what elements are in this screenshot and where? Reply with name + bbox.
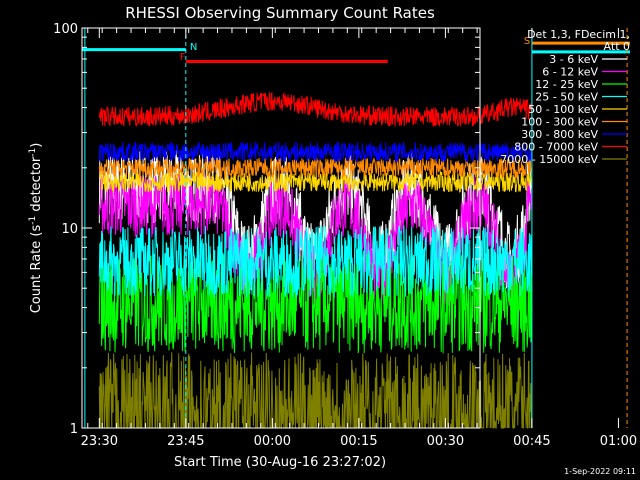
y-axis: 1 10 100 [53, 22, 480, 437]
legend-title-line1: Det 1,3, FDecim 1, [527, 28, 630, 41]
legend-label-3: 25 - 50 keV [535, 91, 598, 104]
footer-timestamp: 1-Sep-2022 09:11 [564, 467, 636, 476]
legend-label-7: 800 - 7000 keV [514, 141, 598, 154]
x-tick-label-0: 23:30 [81, 434, 118, 449]
flag-label-F: F [180, 52, 186, 63]
series-line-2 [98, 253, 533, 354]
x-tick-label-6: 01:00 [600, 434, 637, 449]
flag-label-N: N [190, 42, 197, 53]
y-tick-label-0: 1 [70, 422, 78, 437]
legend-label-2: 12 - 25 keV [535, 78, 598, 91]
flag-label-S: S [524, 36, 530, 47]
series-line-6 [98, 141, 533, 164]
legend-label-8: 7000 - 15000 keV [500, 153, 598, 166]
legend-label-6: 300 - 800 keV [521, 128, 598, 141]
series-line-1 [98, 173, 533, 308]
y-tick-label-2: 100 [53, 22, 78, 37]
x-axis: 23:30 23:45 00:00 00:15 00:30 00:45 01:00 [81, 28, 637, 449]
series-line-7 [98, 91, 532, 127]
legend-title-line2: Att 0 [604, 40, 630, 53]
series-line-3 [98, 225, 533, 298]
series-line-5 [98, 157, 533, 180]
x-tick-label-2: 00:00 [254, 434, 291, 449]
series-line-4 [98, 170, 533, 193]
x-tick-label-5: 00:45 [513, 434, 550, 449]
x-axis-label: Start Time (30-Aug-16 23:27:02) [174, 455, 386, 470]
x-tick-label-4: 00:30 [427, 434, 464, 449]
legend-label-4: 50 - 100 keV [528, 103, 598, 116]
legend-label-5: 100 - 300 keV [521, 116, 598, 129]
chart-title: RHESSI Observing Summary Count Rates [125, 4, 435, 22]
legend-label-0: 3 - 6 keV [549, 53, 598, 66]
y-tick-label-1: 10 [61, 222, 78, 237]
legend-label-1: 6 - 12 keV [542, 66, 598, 79]
data-layer [98, 91, 533, 430]
y-axis-label: Count Rate (s-1 detector-1) [28, 143, 44, 314]
x-tick-label-3: 00:15 [340, 434, 377, 449]
x-tick-label-1: 23:45 [167, 434, 204, 449]
